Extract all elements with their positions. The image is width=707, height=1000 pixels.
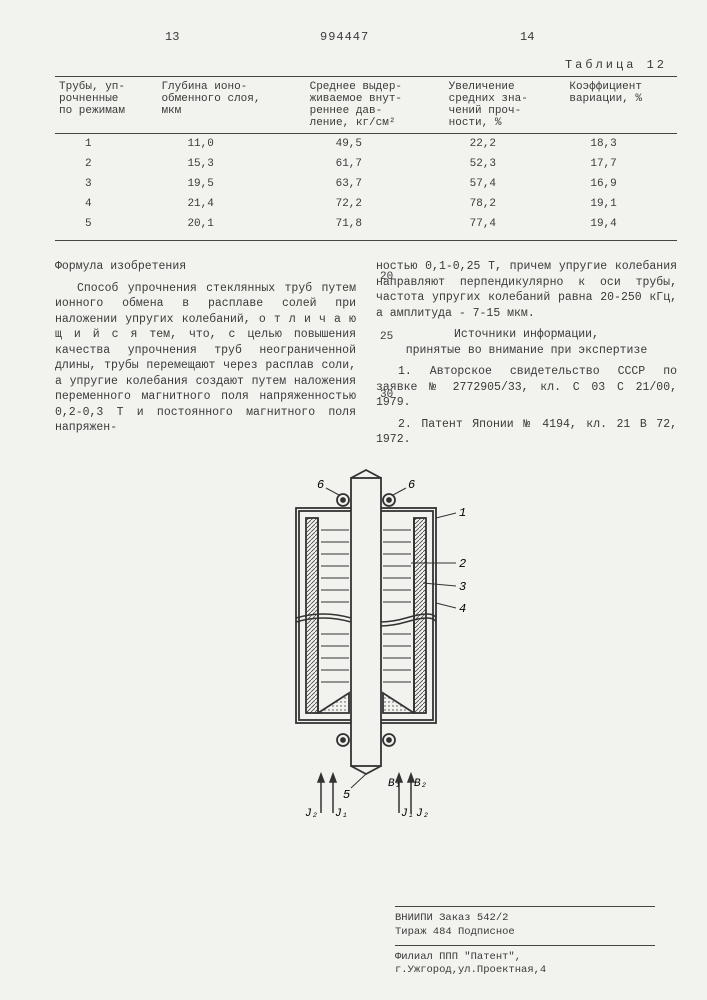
fig-label-6r: 6 [408,478,415,492]
table-cell: 3 [55,174,157,194]
fig-arrow-j2r: J₂ [416,808,429,818]
fig-arrow-b2: B₂ [414,778,427,790]
table-cell: 72,2 [306,194,445,214]
claim-continuation: ностью 0,1-0,25 Т, причем упругие колеба… [376,259,677,321]
table-cell: 71,8 [306,214,445,241]
table-cell: 49,5 [306,134,445,155]
table-cell: 2 [55,154,157,174]
formula-title: Формула изобретения [55,259,356,275]
col-header: Среднее выдер-живаемое внут-реннее дав-л… [306,77,445,134]
sources-title: Источники информации,принятые во внимани… [376,327,677,358]
table-cell: 15,3 [157,154,305,174]
left-column: Формула изобретения Способ упрочнения ст… [55,259,356,454]
fig-label-3: 3 [459,580,466,594]
table-cell: 19,5 [157,174,305,194]
fig-label-6l: 6 [317,478,324,492]
table-cell: 19,1 [565,194,677,214]
table-cell: 22,2 [445,134,566,155]
table-row: 215,361,752,317,7 [55,154,677,174]
fig-arrow-j1: J₂ [305,808,318,818]
doc-number: 994447 [320,30,369,44]
line-num: 30 [380,389,393,401]
line-num: 25 [380,331,393,343]
table-cell: 11,0 [157,134,305,155]
table-cell: 63,7 [306,174,445,194]
fig-label-1: 1 [459,506,466,520]
table-cell: 17,7 [565,154,677,174]
page-num-left: 13 [165,30,179,44]
source-2: 2. Патент Японии № 4194, кл. 21 В 72, 19… [376,417,677,448]
footer-line-1: ВНИИПИ Заказ 542/2 [395,912,508,924]
table-cell: 4 [55,194,157,214]
fig-arrow-b1: B₁ [388,778,401,790]
header-numbers: 13 994447 14 [55,30,677,50]
table-cell: 77,4 [445,214,566,241]
table-row: 421,472,278,219,1 [55,194,677,214]
col-header: Увеличениесредних зна-чений проч-ности, … [445,77,566,134]
footer-line-2: Тираж 484 Подписное [395,926,515,938]
footer-line-3: Филиал ППП "Патент", [395,951,521,963]
fig-arrow-j2: J₁ [335,808,348,818]
right-column: ностью 0,1-0,25 Т, причем упругие колеба… [376,259,677,454]
page-num-right: 14 [520,30,534,44]
table-cell: 20,1 [157,214,305,241]
table-label: Таблица 12 [55,58,667,72]
table-cell: 21,4 [157,194,305,214]
table-cell: 1 [55,134,157,155]
claim-text: Способ упрочнения стеклянных труб путем … [55,281,356,436]
fig-arrow-j1r: J₁ [401,808,414,818]
table-row: 520,171,877,419,4 [55,214,677,241]
footer-line-4: г.Ужгород,ул.Проектная,4 [395,964,546,976]
table-cell: 57,4 [445,174,566,194]
table-cell: 61,7 [306,154,445,174]
table-cell: 78,2 [445,194,566,214]
source-1: 1. Авторское свидетельство СССР по заявк… [376,364,677,411]
line-num: 20 [380,271,393,283]
col-header: Коэффициентвариации, % [565,77,677,134]
fig-label-5: 5 [343,788,350,802]
table-cell: 16,9 [565,174,677,194]
table-row: 111,049,522,218,3 [55,134,677,155]
imprint-footer: ВНИИПИ Заказ 542/2 Тираж 484 Подписное Ф… [395,906,655,978]
figure: 1 2 3 4 5 6 6 B₁ B₂ J₂ J₁ J₁ J₂ [55,468,677,822]
fig-label-4: 4 [459,602,466,616]
fig-label-2: 2 [459,557,466,571]
table-cell: 52,3 [445,154,566,174]
device-diagram: 1 2 3 4 5 6 6 B₁ B₂ J₂ J₁ J₁ J₂ [251,468,481,818]
data-table: Трубы, уп-рочненныепо режимам Глубина ио… [55,76,677,241]
table-cell: 5 [55,214,157,241]
table-cell: 18,3 [565,134,677,155]
col-header: Глубина ионо-обменного слоя,мкм [157,77,305,134]
table-header-row: Трубы, уп-рочненныепо режимам Глубина ио… [55,77,677,134]
col-header: Трубы, уп-рочненныепо режимам [55,77,157,134]
text-columns: Формула изобретения Способ упрочнения ст… [55,259,677,454]
table-cell: 19,4 [565,214,677,241]
table-row: 319,563,757,416,9 [55,174,677,194]
